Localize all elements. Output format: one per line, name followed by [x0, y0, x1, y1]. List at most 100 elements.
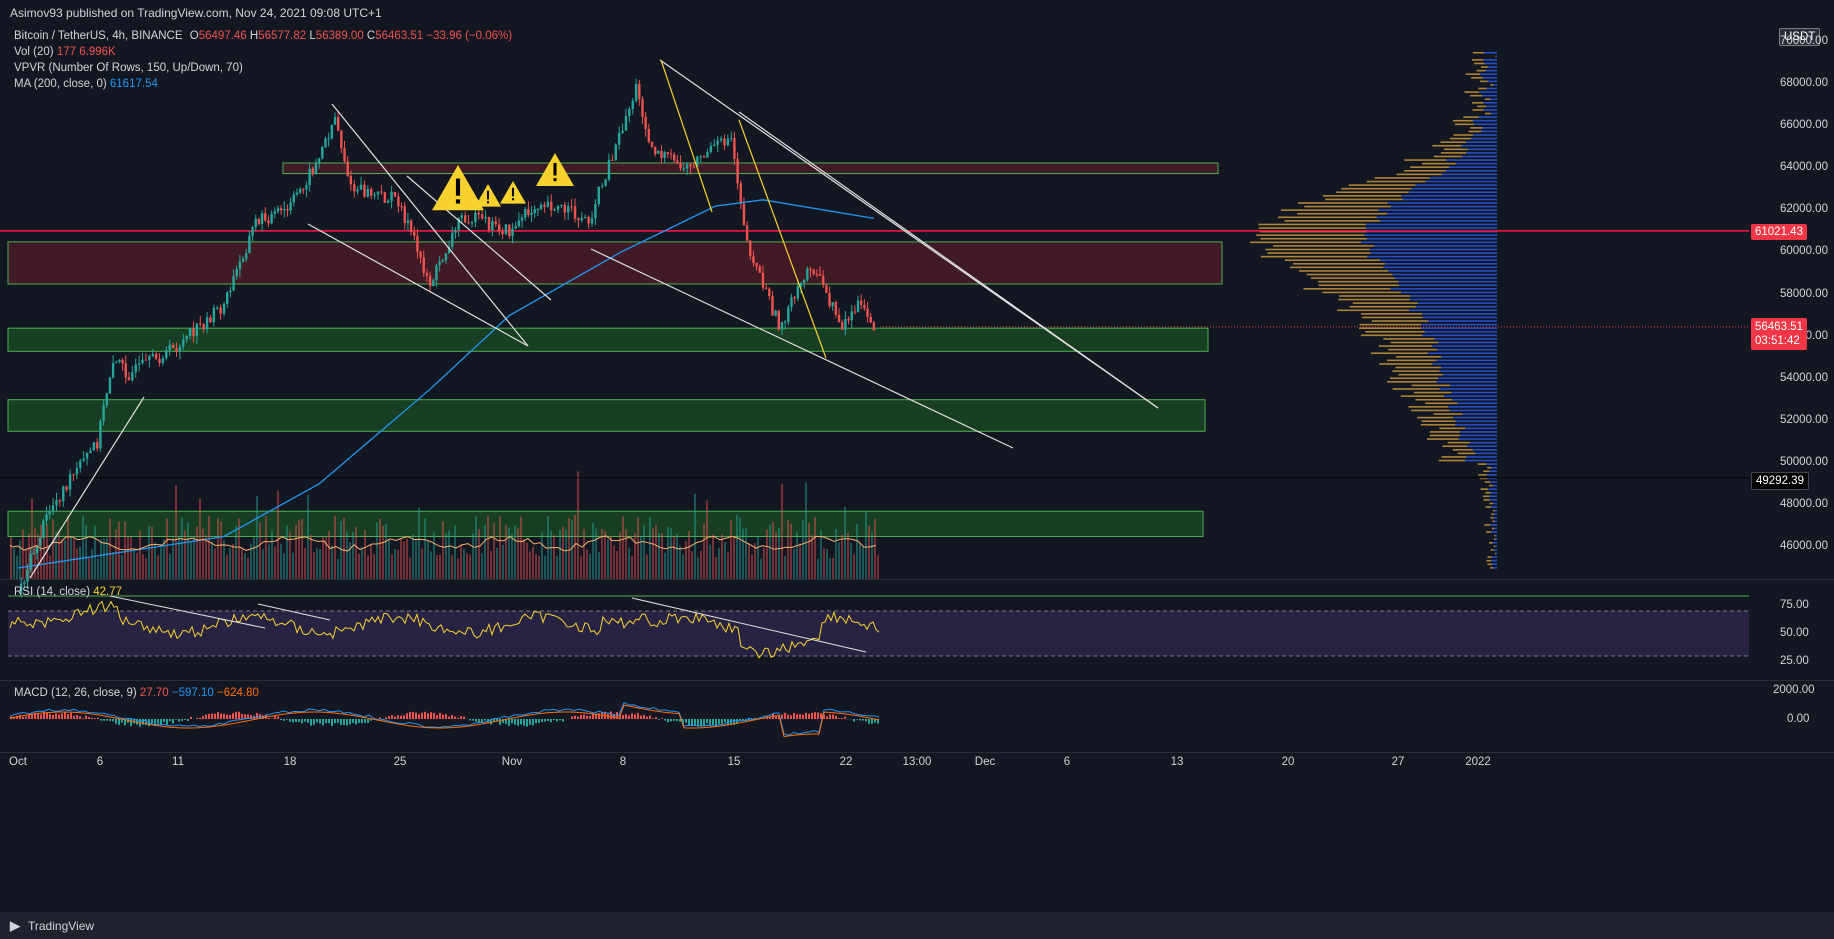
vpvr-bar: [1365, 330, 1425, 333]
macd-hist-bar: [658, 719, 660, 720]
vpvr-bar: [1486, 474, 1497, 476]
candle-body: [713, 144, 716, 146]
volume-legend[interactable]: Vol (20) 177 6.996K: [14, 46, 116, 58]
symbol-legend[interactable]: Bitcoin / TetherUS, 4h, BINANCE O56497.4…: [14, 30, 512, 42]
ma-legend[interactable]: MA (200, close, 0) 61617.54: [14, 78, 158, 90]
candle-body: [491, 221, 494, 231]
price-pane[interactable]: [0, 24, 1749, 579]
macd-hist-bar: [427, 713, 429, 719]
vpvr-bar: [1490, 567, 1494, 569]
volume-bar: [649, 517, 651, 579]
volume-bar: [670, 527, 672, 579]
candle-body: [295, 192, 299, 195]
vpvr-bar: [1411, 384, 1451, 387]
vpvr-bar: [1267, 252, 1371, 254]
candle-body: [563, 204, 567, 213]
vpvr-bar: [1400, 395, 1445, 397]
candle-body: [501, 231, 504, 235]
candle-body: [209, 317, 212, 323]
macd-hist-bar: [208, 714, 210, 719]
pane-divider[interactable]: [0, 752, 1834, 753]
candle-body: [739, 183, 742, 204]
macd-hist-bar: [304, 719, 306, 722]
candle-body: [573, 206, 577, 219]
vpvr-bar: [1468, 130, 1482, 133]
volume-bar: [214, 548, 216, 579]
macd-hist-bar: [637, 712, 639, 719]
candle-body: [650, 141, 654, 147]
rsi-pane[interactable]: [0, 580, 1749, 680]
pane-divider[interactable]: [0, 579, 1834, 580]
volume-bar: [808, 522, 810, 579]
volume-bar: [313, 551, 315, 579]
pane-divider[interactable]: [0, 680, 1834, 681]
macd-hist-bar: [826, 716, 828, 719]
candle-body: [834, 302, 838, 315]
vpvr-bar: [1490, 112, 1497, 115]
vpvr-bar: [1490, 549, 1494, 551]
vpvr-bar: [1460, 431, 1497, 433]
volume-bar: [871, 532, 873, 579]
vpvr-bar: [1491, 513, 1494, 515]
candle-body: [366, 188, 370, 197]
volume-bar: [784, 555, 786, 579]
vpvr-bar: [1441, 173, 1497, 176]
candle-body: [327, 138, 330, 140]
candle-body: [780, 322, 784, 330]
volume-bar: [415, 539, 417, 579]
vpvr-bar: [1441, 355, 1497, 358]
vpvr-bar: [1470, 94, 1483, 97]
volume-bar: [751, 554, 753, 579]
macd-hist-bar: [670, 719, 672, 722]
macd-hist-bar: [586, 715, 588, 719]
volume-bar: [169, 553, 171, 579]
candle-body: [853, 311, 857, 313]
volume-bar: [523, 539, 525, 579]
vpvr-bar: [1475, 452, 1497, 455]
macd-legend[interactable]: MACD (12, 26, close, 9) 27.70 −597.10 −6…: [14, 687, 259, 699]
rsi-legend[interactable]: RSI (14, close) 42.77: [14, 586, 122, 598]
candle-body: [539, 204, 543, 210]
volume-bar: [352, 532, 354, 579]
macd-hist-bar: [499, 719, 501, 725]
vpvr-bar: [1495, 55, 1497, 58]
candle-body: [175, 348, 178, 352]
macd-hist-bar: [739, 719, 741, 722]
volume-bar: [250, 543, 252, 579]
volume-bar: [124, 521, 126, 579]
price-tick: 66000.00: [1780, 119, 1828, 132]
volume-bar: [394, 548, 396, 579]
candle-body: [216, 307, 219, 309]
volume-bar: [226, 555, 228, 579]
macd-hist-bar: [229, 714, 231, 719]
vpvr-bar: [1445, 169, 1497, 172]
candle-body: [422, 257, 425, 273]
candle-body: [222, 303, 226, 314]
vpvr-bar: [1453, 119, 1473, 122]
candle-body: [447, 246, 451, 254]
currency-badge[interactable]: USDT: [1779, 28, 1821, 46]
time-tick: 2022: [1465, 756, 1491, 768]
price-axis[interactable]: [1749, 24, 1834, 579]
macd-hist-bar: [337, 719, 339, 723]
candle-body: [353, 184, 356, 192]
volume-bar: [703, 523, 705, 579]
volume-bar: [10, 536, 12, 579]
volume-bar: [535, 554, 537, 579]
candle-body: [23, 581, 26, 584]
bar-countdown: 03:51:42: [1755, 335, 1800, 347]
open-label: O: [189, 30, 199, 42]
vpvr-bar: [1486, 559, 1492, 562]
vpvr-legend[interactable]: VPVR (Number Of Rows, 150, Up/Down, 70): [14, 62, 243, 74]
vpvr-bar: [1439, 388, 1497, 390]
vpvr-bar: [1463, 116, 1479, 118]
vpvr-bar: [1292, 262, 1385, 265]
candle-body: [454, 230, 457, 233]
candle-body: [663, 152, 666, 158]
vpvr-bar: [1491, 559, 1497, 562]
macd-line-value: −597.10: [171, 687, 214, 699]
vpvr-bar: [1442, 373, 1497, 376]
candle-body: [869, 316, 872, 323]
macd-hist-bar: [442, 714, 444, 719]
macd-hist-bar: [109, 719, 111, 722]
